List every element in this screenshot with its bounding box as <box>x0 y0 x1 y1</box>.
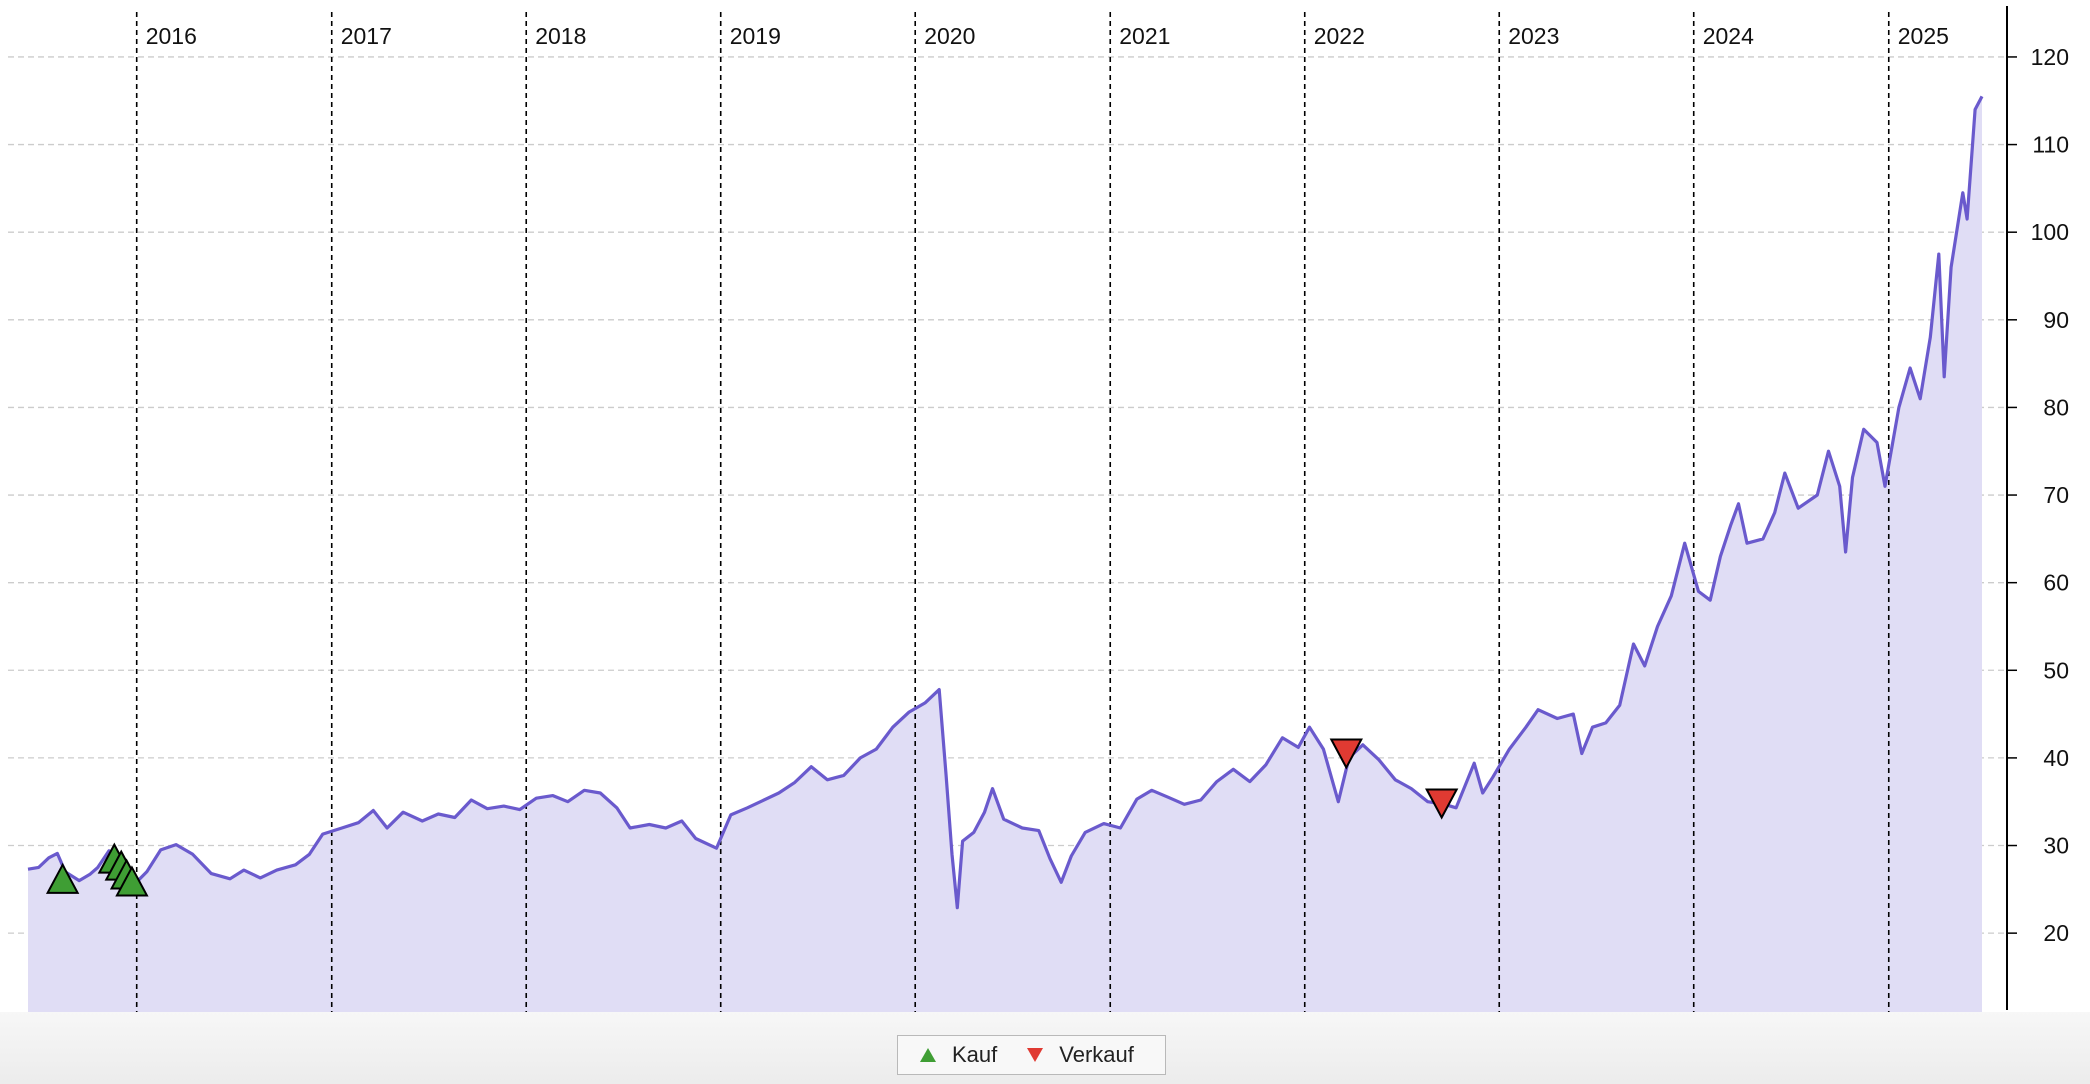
year-label-2016: 2016 <box>146 23 197 49</box>
sell-marker-1 <box>1329 738 1363 770</box>
y-tick-label-100: 100 <box>2031 219 2069 245</box>
year-label-2022: 2022 <box>1314 23 1365 49</box>
y-tick-label-60: 60 <box>2043 570 2069 596</box>
y-tick-label-110: 110 <box>2032 132 2069 158</box>
year-label-2021: 2021 <box>1119 23 1170 49</box>
y-tick-label-50: 50 <box>2043 657 2069 683</box>
year-label-2017: 2017 <box>341 23 392 49</box>
triangle-up-icon <box>920 1048 936 1062</box>
legend-label-kauf: Kauf <box>952 1042 998 1067</box>
y-tick-label-70: 70 <box>2043 482 2069 508</box>
buy-marker-1 <box>45 862 80 894</box>
triangle-down-icon <box>1027 1048 1044 1062</box>
buy-marker-5 <box>115 865 149 897</box>
price-area <box>28 96 1982 1012</box>
legend-item-verkauf: Verkauf <box>1027 1042 1134 1068</box>
price-line <box>27 95 1984 910</box>
y-tick-label-30: 30 <box>2043 833 2069 859</box>
y-tick-label-80: 80 <box>2043 394 2069 420</box>
year-label-2019: 2019 <box>730 23 781 49</box>
y-tick-label-20: 20 <box>2043 920 2069 946</box>
trade-marker-layer <box>45 738 1459 897</box>
sell-marker-2 <box>1425 788 1459 820</box>
year-label-2020: 2020 <box>924 23 975 49</box>
y-tick-label-90: 90 <box>2043 307 2069 333</box>
chart-canvas: 2016 2017 2018 2019 2020 2021 2022 2023 2024 2025… <box>8 6 2069 1012</box>
year-divider-layer: 2016 2017 2018 2019 2020 2021 2022 2023 2024 2025 <box>135 12 1949 1012</box>
y-tick-label-40: 40 <box>2043 745 2069 771</box>
legend-label-verkauf: Verkauf <box>1059 1042 1134 1067</box>
year-label-2024: 2024 <box>1703 23 1754 49</box>
y-tick-label-120: 120 <box>2031 44 2069 70</box>
year-label-2023: 2023 <box>1508 23 1559 49</box>
legend-item-kauf: Kauf <box>920 1042 997 1068</box>
year-label-2018: 2018 <box>535 23 586 49</box>
y-axis: 20 30 40 50 60 70 80 90 100 110 120 <box>2006 6 2069 1010</box>
chart-legend: Kauf Verkauf <box>897 1035 1166 1075</box>
price-line-layer <box>27 95 1984 910</box>
price-area-layer <box>28 96 1982 1012</box>
year-label-2025: 2025 <box>1898 23 1949 49</box>
